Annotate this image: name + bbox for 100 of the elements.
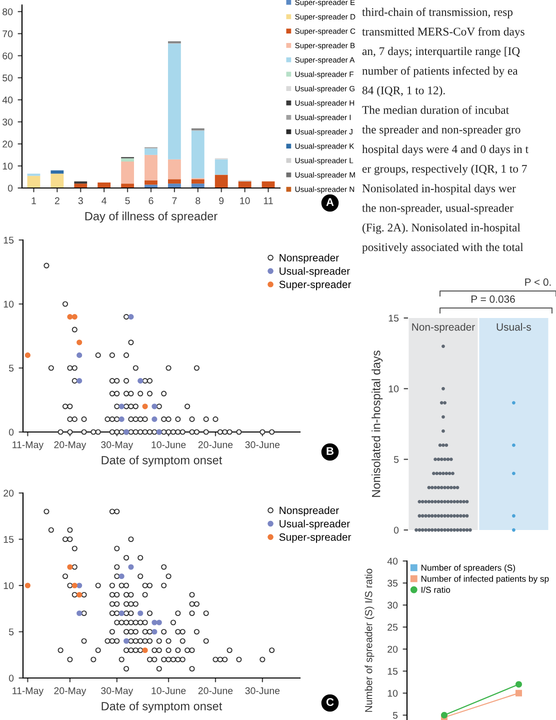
y-tick-label: 0 xyxy=(394,526,399,534)
x-tick-label: 7 xyxy=(172,197,177,204)
y-tick-label: 30 xyxy=(2,118,13,126)
x-tick-label: 30-May xyxy=(101,687,134,696)
x-tick-label: 11-May xyxy=(12,441,44,450)
bar xyxy=(191,130,204,178)
text: transmitted MERS-CoV from days xyxy=(362,27,524,38)
y-tick-label: 35 xyxy=(388,580,398,587)
bar xyxy=(74,184,88,188)
y-tick-label: 10 xyxy=(4,582,14,590)
x-tick-label: 9 xyxy=(219,197,224,204)
x-tick-label: 5 xyxy=(125,197,130,204)
y-tick-label: 15 xyxy=(388,314,399,322)
x-tick-label: 20-June xyxy=(198,441,233,448)
text: third-chain of transmission, resp xyxy=(362,8,513,18)
y-axis-title: Nonisolated in-hospital days xyxy=(372,350,383,497)
bar xyxy=(144,180,158,185)
y-tick-label: 15 xyxy=(388,668,398,675)
point xyxy=(72,314,78,320)
y-axis-title: Number of spreader (S) I/S ratio xyxy=(364,568,374,712)
legend-label: Usual-spreader xyxy=(280,267,350,277)
y-tick-label: 10 xyxy=(4,300,14,308)
point xyxy=(76,592,82,598)
y-tick-label: 60 xyxy=(2,52,13,60)
text: the non-spreader, usual-spreader xyxy=(362,204,514,214)
point xyxy=(138,378,144,384)
text: positively associated with the total xyxy=(362,242,524,254)
point xyxy=(142,404,148,410)
x-axis-title: Date of symptom onset xyxy=(102,702,222,713)
y-tick-label: 0 xyxy=(8,674,14,682)
y-tick-label: 20 xyxy=(2,140,13,148)
point xyxy=(67,564,73,570)
category-label: Non-spreader xyxy=(412,323,475,333)
bar xyxy=(121,162,134,184)
y-tick-label: 80 xyxy=(2,8,13,16)
x-tick-label: 20-June xyxy=(198,687,233,694)
x-tick-label: 10-June xyxy=(152,687,186,694)
point xyxy=(515,690,522,696)
legend-label: Usual-spreader xyxy=(280,520,350,530)
x-tick-label: 4 xyxy=(102,197,107,204)
point xyxy=(118,404,124,410)
text: 84 (IQR, 1 to 12). xyxy=(362,86,445,97)
point xyxy=(152,416,158,422)
y-tick-label: 50 xyxy=(2,74,13,82)
y-tick-label: 5 xyxy=(392,712,398,719)
x-tick-label: 30-May xyxy=(101,441,134,450)
y-tick-label: 5 xyxy=(8,628,14,636)
x-tick-label: 10 xyxy=(240,197,250,204)
y-tick-label: 40 xyxy=(2,96,13,104)
text: (Fig. 2A). Nonisolated in-hospital xyxy=(362,223,520,234)
y-tick-label: 5 xyxy=(8,364,14,372)
text: P = 0.036 xyxy=(472,295,515,303)
bar xyxy=(168,179,181,184)
text: P < 0. xyxy=(525,278,551,286)
point xyxy=(142,647,148,654)
bar xyxy=(191,179,204,184)
bar xyxy=(214,159,228,175)
point xyxy=(76,582,82,588)
text: er groups, respectively (IQR, 1 to 7 xyxy=(362,164,527,176)
point xyxy=(124,638,130,644)
x-axis-title: Day of illness of spreader xyxy=(85,212,218,223)
bar xyxy=(238,181,252,188)
y-tick-label: 25 xyxy=(388,624,398,631)
legend-label: I/S ratio xyxy=(422,586,450,593)
y-tick-label: 15 xyxy=(4,536,14,543)
x-tick-label: 11-May xyxy=(12,687,44,696)
text: A xyxy=(326,198,334,206)
point xyxy=(67,314,73,320)
point xyxy=(76,340,82,346)
bar xyxy=(121,184,134,188)
point xyxy=(515,681,522,688)
point xyxy=(118,610,124,616)
y-tick-label: 5 xyxy=(394,456,399,463)
y-tick-label: 10 xyxy=(2,162,13,170)
bar xyxy=(191,184,204,188)
category-label: Usual-s xyxy=(496,323,531,331)
y-tick-label: 20 xyxy=(4,490,14,497)
point xyxy=(76,378,82,384)
y-tick-label: 30 xyxy=(388,602,398,609)
point xyxy=(152,628,158,635)
legend-label: Number of spreaders (S) xyxy=(421,564,515,572)
bar xyxy=(98,182,111,188)
y-tick-label: 20 xyxy=(388,646,398,653)
legend-label: Nonspreader xyxy=(280,506,339,516)
bar xyxy=(74,181,88,184)
x-tick-label: 10-June xyxy=(152,441,186,448)
point xyxy=(440,712,448,718)
x-tick-label: 6 xyxy=(148,197,154,204)
bar xyxy=(168,184,181,188)
text: number of patients infected by ea xyxy=(362,66,518,78)
legend-label: Nonspreader xyxy=(280,254,339,264)
text: Nonisolated in-hospital days wer xyxy=(362,184,516,195)
bar xyxy=(27,176,40,188)
bar xyxy=(144,148,158,155)
bar xyxy=(214,174,228,188)
bar xyxy=(144,184,158,188)
point xyxy=(138,610,144,616)
x-tick-label: 30-June xyxy=(245,441,280,448)
x-tick-label: 20-May xyxy=(54,441,86,450)
bar xyxy=(121,158,134,162)
